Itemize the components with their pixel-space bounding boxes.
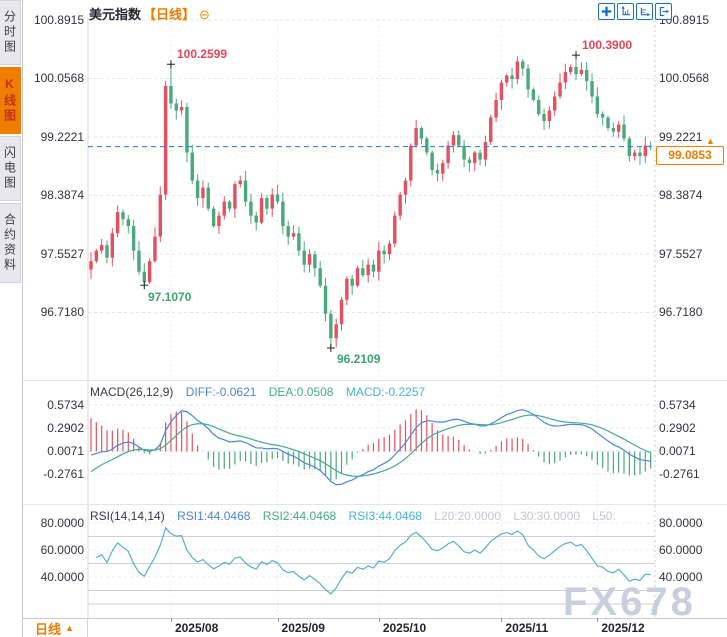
rsi2-value: RSI2:44.0468 — [262, 509, 337, 523]
chart-toolbar — [596, 3, 672, 20]
x-axis-tick — [378, 618, 380, 622]
rsi-y-axis-label-left: 40.0000 — [40, 570, 84, 584]
x-axis-tick — [597, 618, 599, 622]
main-y-axis-label-right: 98.3874 — [659, 188, 703, 203]
macd-dea-value: DEA:0.0508 — [268, 385, 334, 399]
annotation-low-september: 96.2109 — [337, 352, 381, 366]
macd-y-axis-label-right: 0.2902 — [659, 420, 696, 435]
rsi1-value: RSI1:44.0468 — [177, 509, 251, 523]
main-y-axis-label-left: 100.0568 — [33, 71, 84, 86]
main-y-axis-label-left: 97.5527 — [40, 246, 84, 261]
collapse-icon[interactable]: ⊖ — [199, 7, 210, 22]
sidebar-tab-contract-info[interactable]: 合约资料 — [0, 203, 21, 283]
rsi-y-axis-label-right: 40.0000 — [659, 570, 703, 584]
macd-y-axis-label-right: -0.2761 — [659, 466, 700, 481]
x-axis-label: 2025/12 — [601, 621, 645, 635]
rsi-header: RSI(14,14,14) RSI1:44.0468 RSI2:44.0468 … — [90, 509, 625, 523]
macd-header: MACD(26,12,9) DIFF:-0.0621 DEA:0.0508 MA… — [90, 385, 434, 399]
rsi-y-axis-label-left: 60.0000 — [40, 543, 84, 557]
exit-chart-icon[interactable] — [655, 3, 672, 20]
period-selector[interactable]: 日线 ▲ — [22, 619, 88, 637]
macd-y-axis-label-left: 0.0071 — [47, 443, 84, 458]
title-bar: 美元指数 【日线】 ⊖ — [89, 4, 210, 23]
main-y-axis-label-right: 100.0568 — [659, 71, 710, 86]
main-y-axis-label-right: 99.2221 — [659, 129, 703, 144]
page-title: 美元指数 — [89, 7, 142, 22]
main-y-axis-label-right: 96.7180 — [659, 305, 703, 320]
macd-y-axis-label-left: 0.2902 — [47, 420, 84, 435]
pan-icon[interactable] — [598, 3, 615, 20]
rsi-y-axis-label-right: 80.0000 — [659, 516, 703, 530]
macd-y-axis-label-right: 0.5734 — [659, 397, 696, 412]
macd-y-axis-label-left: 0.5734 — [47, 397, 84, 412]
macd-y-axis-label-right: 0.0071 — [659, 443, 696, 458]
main-y-axis-label-left: 99.2221 — [40, 129, 84, 144]
period-selector-label: 日线 — [35, 621, 62, 637]
price-up-arrow-icon: ▲ — [706, 136, 715, 146]
rsi-l30-label: L30:30.0000 — [513, 509, 581, 523]
rsi-name-label: RSI(14,14,14) — [90, 509, 165, 523]
sidebar-tab-candle-chart[interactable]: K线图 — [0, 67, 21, 134]
x-axis-label: 2025/11 — [505, 621, 549, 635]
x-axis-label: 2025/10 — [382, 621, 427, 635]
x-axis-label: 2025/08 — [174, 621, 219, 635]
watermark: FX678 — [563, 580, 696, 624]
rsi-l50-label: L50: — [592, 509, 616, 523]
rsi-y-axis-label-right: 60.0000 — [659, 543, 703, 557]
x-axis-tick — [501, 618, 503, 622]
sidebar-tab-lightning-chart[interactable]: 闪电图 — [0, 136, 21, 201]
macd-name-label: MACD(26,12,9) — [90, 385, 174, 399]
main-y-axis-label-left: 100.8915 — [33, 13, 84, 27]
sidebar-tab-time-chart[interactable]: 分时图 — [0, 0, 21, 65]
x-axis-zoom-icon[interactable] — [636, 3, 653, 20]
annotation-low-august: 97.1070 — [148, 290, 192, 304]
period-tag: 【日线】 — [143, 7, 196, 22]
main-y-axis-label-left: 96.7180 — [40, 305, 84, 320]
last-price-box: 99.0853 — [656, 146, 724, 165]
macd-macd-value: MACD:-0.2257 — [345, 385, 426, 399]
rsi-y-axis-label-left: 80.0000 — [40, 516, 84, 530]
annotation-high-august: 100.2599 — [177, 47, 228, 61]
rsi-l20-label: L20:20.0000 — [434, 509, 501, 523]
rsi3-value: RSI3:44.0468 — [348, 509, 422, 523]
annotation-high-november: 100.3900 — [582, 38, 633, 52]
bottom-bar: 日线 ▲ — [22, 618, 727, 637]
x-axis-tick — [277, 618, 279, 622]
macd-y-axis-label-left: -0.2761 — [43, 466, 84, 481]
main-y-axis-label-left: 98.3874 — [40, 188, 84, 203]
macd-diff-value: DIFF:-0.0621 — [185, 385, 257, 399]
period-dropdown-arrow-icon: ▲ — [65, 623, 74, 633]
x-axis-tick — [170, 618, 172, 622]
x-axis-label: 2025/09 — [281, 621, 325, 635]
main-y-axis-label-right: 97.5527 — [659, 246, 703, 261]
y-axis-zoom-icon[interactable] — [617, 3, 634, 20]
sidebar: 分时图 K线图 闪电图 合约资料 — [0, 0, 23, 637]
